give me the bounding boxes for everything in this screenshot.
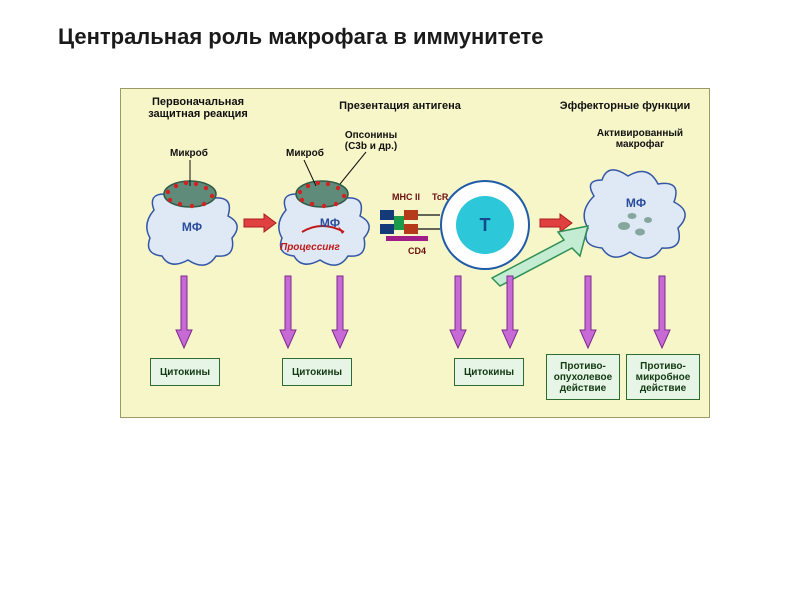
cd4-label: CD4 <box>408 246 426 256</box>
receptor-complex <box>380 204 440 242</box>
microbe-icon <box>296 181 348 207</box>
cytokine-arrow-5 <box>580 276 596 348</box>
cytokine-arrow-2 <box>332 276 348 348</box>
mhc-block-icon <box>380 210 394 220</box>
section-header-initial: Первоначальная защитная реакция <box>128 96 268 120</box>
result-box-3: Противо- опухолевое действие <box>546 354 620 400</box>
label-opsonins: Опсонины (C3b и др.) <box>336 130 406 152</box>
cytokine-arrow-3 <box>450 276 466 348</box>
cytokine-arrow-6 <box>654 276 670 348</box>
processing-label: Процессинг <box>280 242 340 253</box>
label-microbe-1: Микроб <box>164 148 214 159</box>
result-box-0: Цитокины <box>150 358 220 386</box>
result-box-2: Цитокины <box>454 358 524 386</box>
tcr-block-icon <box>404 224 418 234</box>
cd4-bar-icon <box>386 236 428 241</box>
slide-title: Центральная роль макрофага в иммунитете <box>58 24 544 50</box>
section-header-effector: Эффекторные функции <box>540 100 710 112</box>
microbe-icon <box>164 181 216 207</box>
result-box-1: Цитокины <box>282 358 352 386</box>
mhc-block-icon <box>380 224 394 234</box>
label-activated-mf: Активированный макрофаг <box>580 128 700 150</box>
tcr-block-icon <box>404 210 418 220</box>
cytokine-arrow-1 <box>280 276 296 348</box>
macrophage-label-3: МФ <box>578 196 694 210</box>
flow-arrow-1 <box>244 214 276 232</box>
peptide-icon <box>394 216 404 230</box>
result-box-4: Противо- микробное действие <box>626 354 700 400</box>
slide: Центральная роль макрофага в иммунитете … <box>0 0 800 600</box>
macrophage-label-2: МФ <box>278 216 382 230</box>
macrophage-cell-activated <box>576 160 692 262</box>
cytokine-arrow-4 <box>502 276 518 348</box>
label-microbe-2: Микроб <box>280 148 330 159</box>
mhc-label: MHC II <box>392 192 420 202</box>
macrophage-label-1: МФ <box>140 220 244 234</box>
cytokine-arrow-0 <box>176 276 192 348</box>
tcr-label: TcR <box>432 192 448 202</box>
section-header-presentation: Презентация антигена <box>300 100 500 112</box>
activation-arrow <box>488 226 588 282</box>
